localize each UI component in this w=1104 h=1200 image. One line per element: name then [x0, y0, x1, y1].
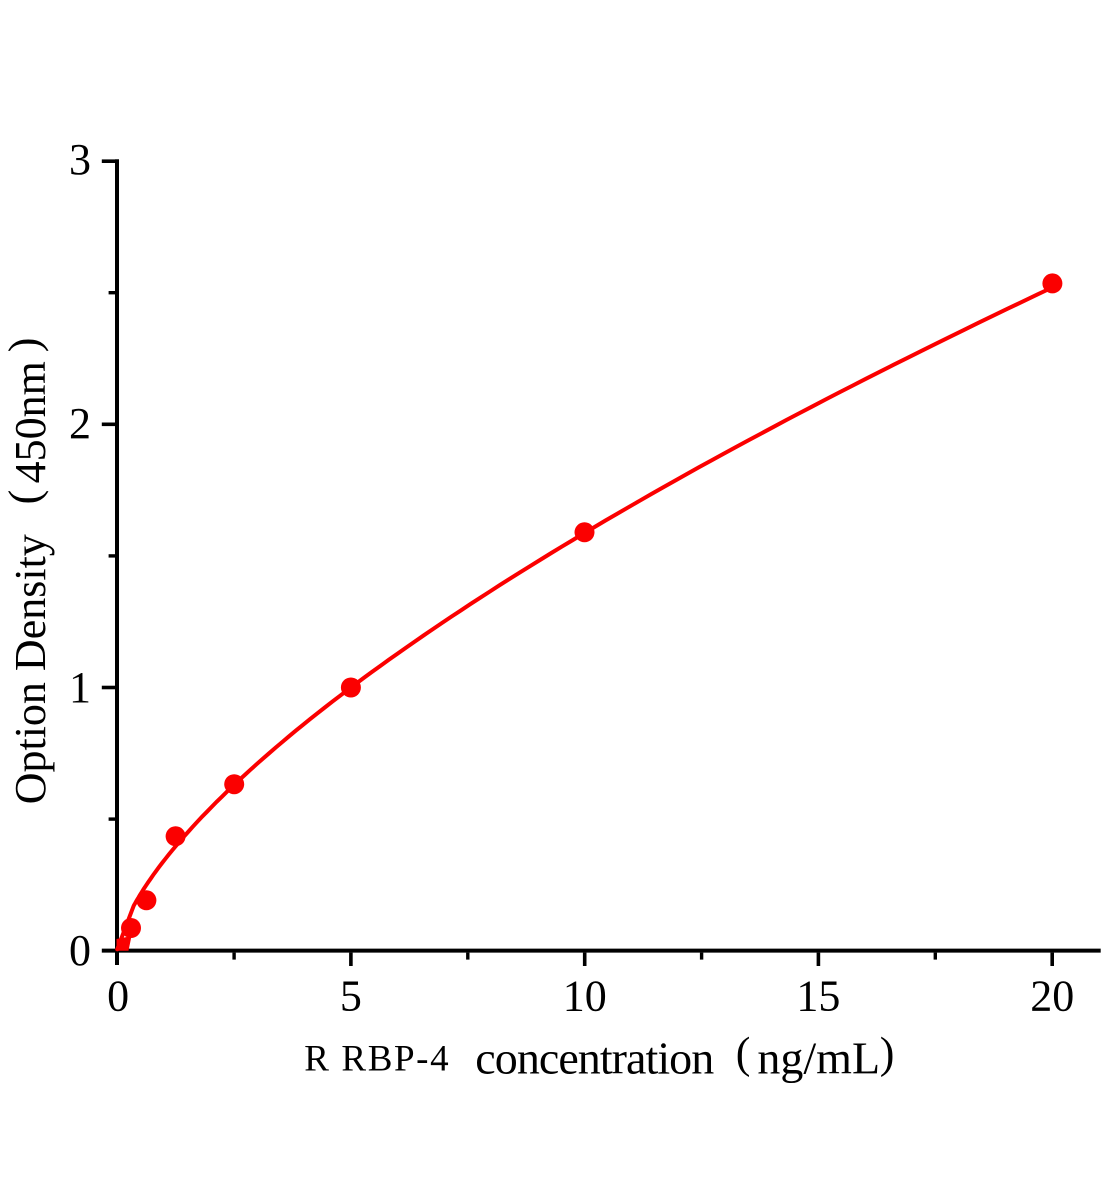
svg-text:5: 5 [340, 972, 362, 1021]
svg-text:450nm: 450nm [6, 361, 55, 483]
svg-text:10: 10 [563, 972, 607, 1021]
svg-text:ng/mL: ng/mL [757, 1033, 880, 1084]
svg-text:): ) [0, 338, 49, 353]
svg-text:Option Density: Option Density [6, 534, 55, 804]
svg-text:concentration: concentration [475, 1033, 714, 1084]
svg-text:(: ( [0, 490, 49, 505]
svg-text:): ) [880, 1029, 895, 1078]
svg-text:R RBP-4: R RBP-4 [304, 1039, 450, 1080]
svg-text:3: 3 [69, 135, 91, 184]
svg-text:15: 15 [796, 972, 840, 1021]
svg-text:2: 2 [69, 399, 91, 448]
svg-text:(: ( [736, 1029, 751, 1078]
svg-text:20: 20 [1030, 972, 1074, 1021]
svg-text:0: 0 [69, 926, 91, 975]
svg-text:0: 0 [107, 972, 129, 1021]
svg-text:1: 1 [69, 663, 91, 712]
